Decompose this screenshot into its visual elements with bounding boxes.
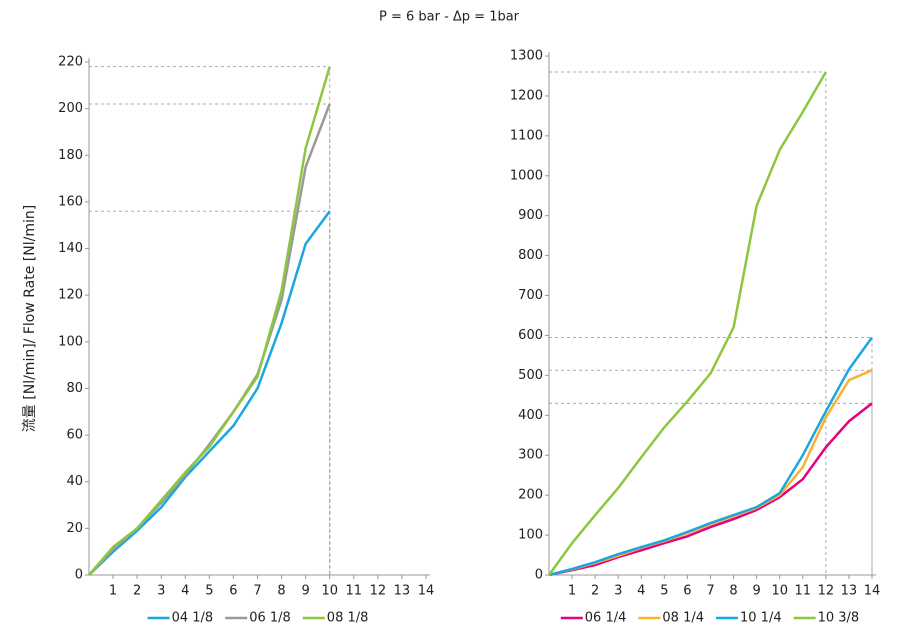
x-tick-label: 14	[418, 584, 435, 599]
legend-label: 08 1/8	[327, 611, 369, 626]
y-tick-label: 0	[75, 568, 83, 583]
y-tick-label: 600	[518, 328, 543, 343]
series-line	[548, 336, 874, 577]
legend-label: 10 3/8	[818, 611, 860, 626]
legend-label: 06 1/8	[249, 611, 291, 626]
legend-label: 10 1/4	[740, 611, 782, 626]
chart-title: P = 6 bar - Δp = 1bar	[379, 10, 520, 25]
x-tick-label: 9	[302, 584, 310, 599]
y-tick-label: 40	[66, 474, 83, 489]
y-tick-label: 300	[518, 448, 543, 463]
x-tick-label: 5	[205, 584, 213, 599]
x-tick-label: 8	[729, 584, 737, 599]
series-line	[547, 71, 827, 576]
y-tick-label: 1300	[510, 49, 543, 64]
y-tick-label: 1000	[510, 168, 543, 183]
y-tick-label: 80	[66, 381, 83, 396]
x-tick-label: 5	[660, 584, 668, 599]
y-tick-label: 140	[58, 241, 83, 256]
y-tick-label: 100	[58, 334, 83, 349]
x-tick-label: 2	[133, 584, 141, 599]
series-line	[88, 66, 331, 576]
x-tick-label: 13	[841, 584, 858, 599]
y-tick-label: 1100	[510, 128, 543, 143]
x-tick-label: 10	[321, 584, 338, 599]
y-tick-label: 0	[535, 568, 543, 583]
x-tick-label: 3	[157, 584, 165, 599]
x-tick-label: 6	[229, 584, 237, 599]
y-tick-label: 20	[66, 521, 83, 536]
y-tick-label: 120	[58, 288, 83, 303]
x-tick-label: 11	[346, 584, 363, 599]
legend-label: 06 1/4	[585, 611, 627, 626]
x-tick-label: 7	[706, 584, 714, 599]
legend-label: 08 1/4	[662, 611, 704, 626]
y-tick-label: 400	[518, 408, 543, 423]
x-tick-label: 2	[591, 584, 599, 599]
x-tick-label: 14	[864, 584, 881, 599]
y-tick-label: 900	[518, 208, 543, 223]
y-tick-label: 700	[518, 288, 543, 303]
x-tick-label: 7	[253, 584, 261, 599]
y-tick-label: 500	[518, 368, 543, 383]
y-axis-label: 流量 [Nl/min]/ Flow Rate [Nl/min]	[22, 205, 38, 432]
series-line	[548, 402, 873, 577]
y-tick-label: 220	[58, 55, 83, 70]
y-tick-label: 1200	[510, 88, 543, 103]
series-line	[548, 369, 873, 577]
y-tick-label: 60	[66, 428, 83, 443]
x-tick-label: 8	[277, 584, 285, 599]
y-tick-label: 200	[58, 101, 83, 116]
y-tick-label: 160	[58, 194, 83, 209]
x-tick-label: 6	[683, 584, 691, 599]
x-tick-label: 11	[795, 584, 812, 599]
x-tick-label: 12	[370, 584, 387, 599]
x-tick-label: 4	[181, 584, 189, 599]
x-tick-label: 3	[614, 584, 622, 599]
legend-label: 04 1/8	[172, 611, 214, 626]
y-tick-label: 200	[518, 488, 543, 503]
y-tick-label: 180	[58, 148, 83, 163]
x-tick-label: 13	[394, 584, 411, 599]
x-tick-label: 9	[753, 584, 761, 599]
series-line	[88, 103, 331, 576]
x-tick-label: 12	[818, 584, 835, 599]
x-tick-label: 4	[637, 584, 645, 599]
x-tick-label: 1	[109, 584, 117, 599]
y-tick-label: 100	[518, 528, 543, 543]
series-line	[88, 210, 331, 576]
x-tick-label: 10	[771, 584, 788, 599]
x-tick-label: 1	[568, 584, 576, 599]
y-tick-label: 800	[518, 248, 543, 263]
